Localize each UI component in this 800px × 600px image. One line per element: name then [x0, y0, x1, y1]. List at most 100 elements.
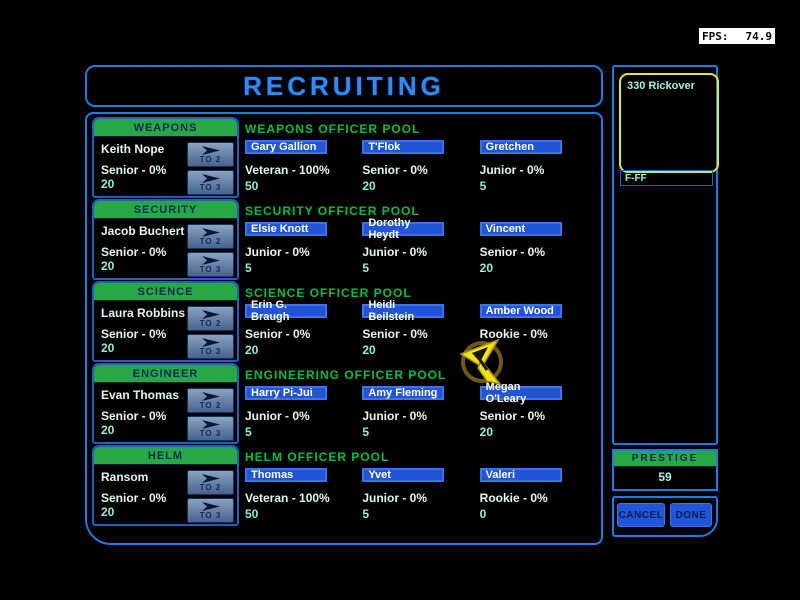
candidate-rank: Senior - 0%: [479, 409, 546, 423]
page-title: RECRUITING: [243, 70, 445, 101]
candidate-rank: Rookie - 0%: [479, 327, 548, 341]
ship-class-box: F-FF: [620, 170, 713, 186]
prestige-panel: PRESTIGE 59: [612, 449, 718, 491]
candidate-rank: Junior - 0%: [479, 163, 545, 177]
title-bar: RECRUITING: [85, 65, 603, 107]
candidate-cost: 20: [245, 343, 259, 357]
security-pool: SECURITY OFFICER POOL Elsie Knott Junior…: [245, 204, 597, 275]
candidate-cost: 20: [362, 179, 376, 193]
ship-panel: 330 Rickover F-FF: [612, 65, 719, 445]
station-security: SECURITY Jacob Buchert Senior - 0% 20 TO…: [92, 199, 239, 280]
chevron-right-icon: [201, 337, 220, 347]
candidate-cost: 50: [245, 179, 259, 193]
station-helm: HELM Ransom Senior - 0% 20 TO 2 TO 3: [92, 445, 239, 526]
candidate: T'Flok Senior - 0% 20: [362, 140, 479, 193]
ship-card-selected[interactable]: 330 Rickover: [619, 73, 719, 173]
candidate: Thomas Veteran - 100% 50: [245, 468, 362, 521]
candidate-button[interactable]: Gary Gallion: [245, 140, 327, 154]
candidate-button[interactable]: T'Flok: [362, 140, 445, 154]
chevron-right-icon: [201, 391, 220, 401]
current-officer-cost: 20: [101, 341, 115, 355]
cancel-button[interactable]: CANCEL: [617, 503, 665, 527]
engineering-pool: ENGINEERING OFFICER POOL Harry Pi-Jui Ju…: [245, 368, 597, 439]
candidate-rank: Senior - 0%: [362, 163, 428, 177]
fps-value: 74.9: [745, 29, 773, 43]
candidate-button[interactable]: Amy Fleming: [362, 386, 445, 400]
candidate-button[interactable]: Heidi Beilstein: [362, 299, 445, 323]
candidate-cost: 50: [245, 507, 259, 521]
candidate-cost: 0: [479, 343, 487, 357]
pool-title: SECURITY OFFICER POOL: [245, 204, 420, 218]
candidate-cost: 20: [479, 425, 494, 439]
candidate: Elsie Knott Junior - 0% 5: [245, 222, 362, 275]
candidate-button[interactable]: Amber Wood: [479, 304, 562, 318]
candidate: Gary Gallion Veteran - 100% 50: [245, 140, 362, 193]
chevron-right-icon: [201, 419, 220, 429]
security-to3-button[interactable]: TO 3: [187, 252, 234, 277]
fps-label: FPS:: [702, 29, 729, 43]
candidate: Megan O'Leary Senior - 0% 20: [479, 381, 597, 439]
prestige-label: PRESTIGE: [614, 451, 716, 467]
candidate-button[interactable]: Dorothy Heydt: [362, 217, 445, 241]
weapons-pool: WEAPONS OFFICER POOL Gary Gallion Vetera…: [245, 122, 597, 193]
candidate-cost: 20: [362, 343, 376, 357]
candidate-button[interactable]: Vincent: [479, 222, 562, 236]
candidate-button[interactable]: Megan O'Leary: [479, 381, 562, 405]
chevron-right-icon: [201, 501, 220, 511]
current-officer-rank: Senior - 0%: [101, 409, 167, 423]
pool-title: WEAPONS OFFICER POOL: [245, 122, 421, 136]
current-officer-cost: 20: [101, 505, 115, 519]
candidate-rank: Senior - 0%: [479, 245, 546, 259]
candidate-button[interactable]: Erin G. Braugh: [245, 299, 327, 323]
candidate-rank: Veteran - 100%: [245, 163, 330, 177]
candidate: Valeri Rookie - 0% 0: [479, 468, 597, 521]
candidate-cost: 5: [245, 425, 252, 439]
chevron-right-icon: [201, 309, 220, 319]
recruiting-panel: WEAPONS Keith Nope Senior - 0% 20 TO 2 T…: [85, 112, 603, 545]
current-officer-rank: Senior - 0%: [101, 327, 167, 341]
candidate-cost: 0: [479, 507, 487, 521]
current-officer-name: Laura Robbins: [101, 306, 186, 320]
security-to2-button[interactable]: TO 2: [187, 224, 234, 249]
candidate-cost: 20: [479, 261, 494, 275]
candidate-rank: Rookie - 0%: [479, 491, 548, 505]
candidate-button[interactable]: Valeri: [479, 468, 562, 482]
candidate-cost: 5: [245, 261, 252, 275]
engineer-to2-button[interactable]: TO 2: [187, 388, 234, 413]
chevron-right-icon: [201, 255, 220, 265]
candidate-rank: Junior - 0%: [362, 409, 428, 423]
candidate: Vincent Senior - 0% 20: [479, 222, 597, 275]
weapons-to2-button[interactable]: TO 2: [187, 142, 234, 167]
current-officer-rank: Senior - 0%: [101, 163, 167, 177]
ship-class: F-FF: [625, 172, 647, 184]
done-button[interactable]: DONE: [670, 503, 712, 527]
candidate-button[interactable]: Harry Pi-Jui: [245, 386, 327, 400]
science-to2-button[interactable]: TO 2: [187, 306, 234, 331]
pool-title: HELM OFFICER POOL: [245, 450, 390, 464]
candidate-cost: 5: [362, 425, 370, 439]
prestige-value: 59: [658, 470, 672, 484]
candidate-rank: Junior - 0%: [362, 245, 428, 259]
fps-counter: FPS: 74.9: [699, 28, 775, 44]
weapons-to3-button[interactable]: TO 3: [187, 170, 234, 195]
candidate-button[interactable]: Yvet: [362, 468, 445, 482]
helm-to3-button[interactable]: TO 3: [187, 498, 234, 523]
chevron-right-icon: [201, 145, 220, 155]
science-to3-button[interactable]: TO 3: [187, 334, 234, 359]
current-officer-name: Ransom: [101, 470, 149, 484]
chevron-right-icon: [201, 173, 220, 183]
candidate-button[interactable]: Thomas: [245, 468, 327, 482]
candidate-button[interactable]: Elsie Knott: [245, 222, 327, 236]
candidate-button[interactable]: Gretchen: [479, 140, 562, 154]
ship-name: 330 Rickover: [627, 80, 695, 92]
chevron-right-icon: [201, 473, 220, 483]
helm-to2-button[interactable]: TO 2: [187, 470, 234, 495]
station-engineer-header: ENGINEER: [94, 365, 237, 383]
candidate: Yvet Junior - 0% 5: [362, 468, 479, 521]
candidate: Amber Wood Rookie - 0% 0: [479, 304, 597, 357]
station-science-header: SCIENCE: [94, 283, 237, 301]
candidate-rank: Junior - 0%: [362, 491, 428, 505]
engineer-to3-button[interactable]: TO 3: [187, 416, 234, 441]
current-officer-cost: 20: [101, 423, 115, 437]
